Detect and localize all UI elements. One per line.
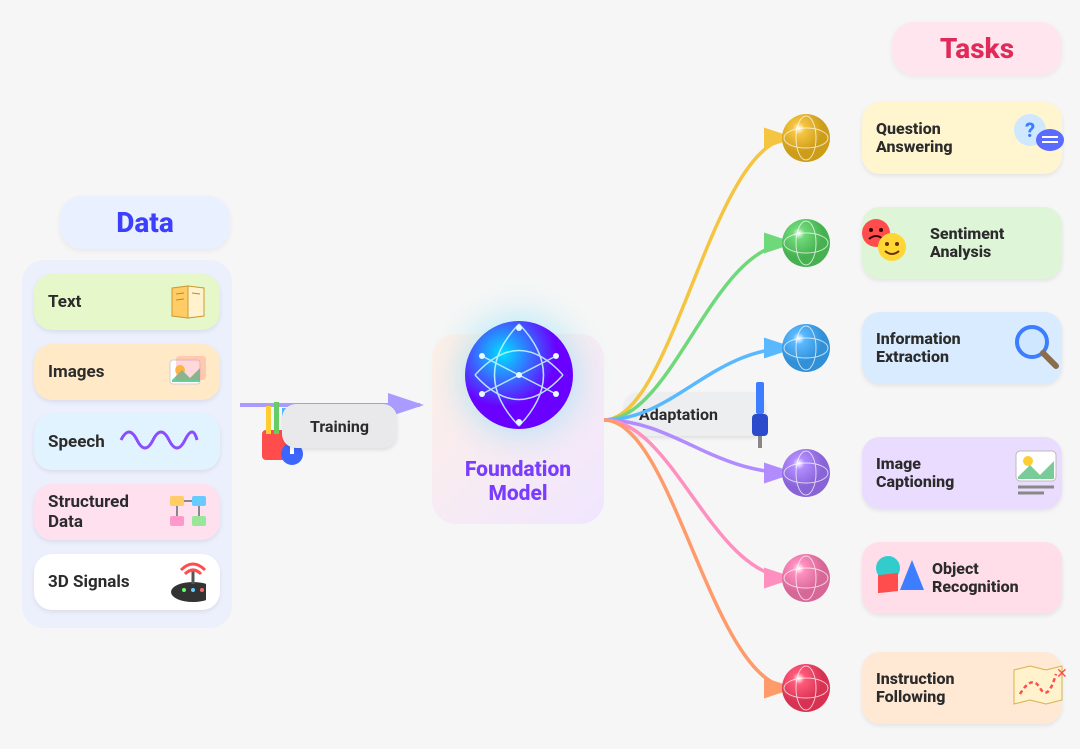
qa-icon: ? xyxy=(1010,110,1066,162)
svg-text:?: ? xyxy=(1025,118,1035,142)
foundation-model-sphere-icon xyxy=(460,316,578,434)
data-item-flow: StructuredData xyxy=(34,484,220,540)
adaptation-label: Adaptation xyxy=(639,405,718,424)
training-badge: Training xyxy=(282,404,397,448)
book-icon xyxy=(166,282,206,322)
data-item-router: 3D Signals xyxy=(34,554,220,610)
data-item-label: Speech xyxy=(48,432,105,452)
data-item-wave: Speech xyxy=(34,414,220,470)
training-label: Training xyxy=(310,417,369,436)
task-sphere-icon xyxy=(780,447,832,499)
flow-icon xyxy=(166,492,206,532)
map-icon: ✕ xyxy=(1010,660,1066,712)
svg-text:✕: ✕ xyxy=(1056,666,1066,682)
task-sphere-icon xyxy=(780,552,832,604)
faces-icon xyxy=(856,215,912,267)
shapes-icon xyxy=(870,550,926,602)
task-sphere-icon xyxy=(780,322,832,374)
data-column: Text Images Speech StructuredData 3D Signals xyxy=(22,260,232,628)
data-item-photo: Images xyxy=(34,344,220,400)
task-sphere-icon xyxy=(780,217,832,269)
photo-icon xyxy=(166,352,206,392)
data-item-label: 3D Signals xyxy=(48,572,156,592)
wave-icon xyxy=(119,420,199,465)
task-sphere-icon xyxy=(780,112,832,164)
data-header: Data xyxy=(60,196,230,249)
caption-icon xyxy=(1010,445,1062,501)
task-sphere-icon xyxy=(780,662,832,714)
magnify-icon xyxy=(1010,320,1062,376)
data-item-label: Images xyxy=(48,362,156,382)
data-item-book: Text xyxy=(34,274,220,330)
screwdriver-icon xyxy=(740,380,780,450)
data-item-label: Text xyxy=(48,292,156,312)
tasks-header: Tasks xyxy=(892,22,1062,75)
data-item-label: StructuredData xyxy=(48,492,156,532)
foundation-model-label: FoundationModel xyxy=(465,458,571,506)
router-icon xyxy=(166,562,206,602)
